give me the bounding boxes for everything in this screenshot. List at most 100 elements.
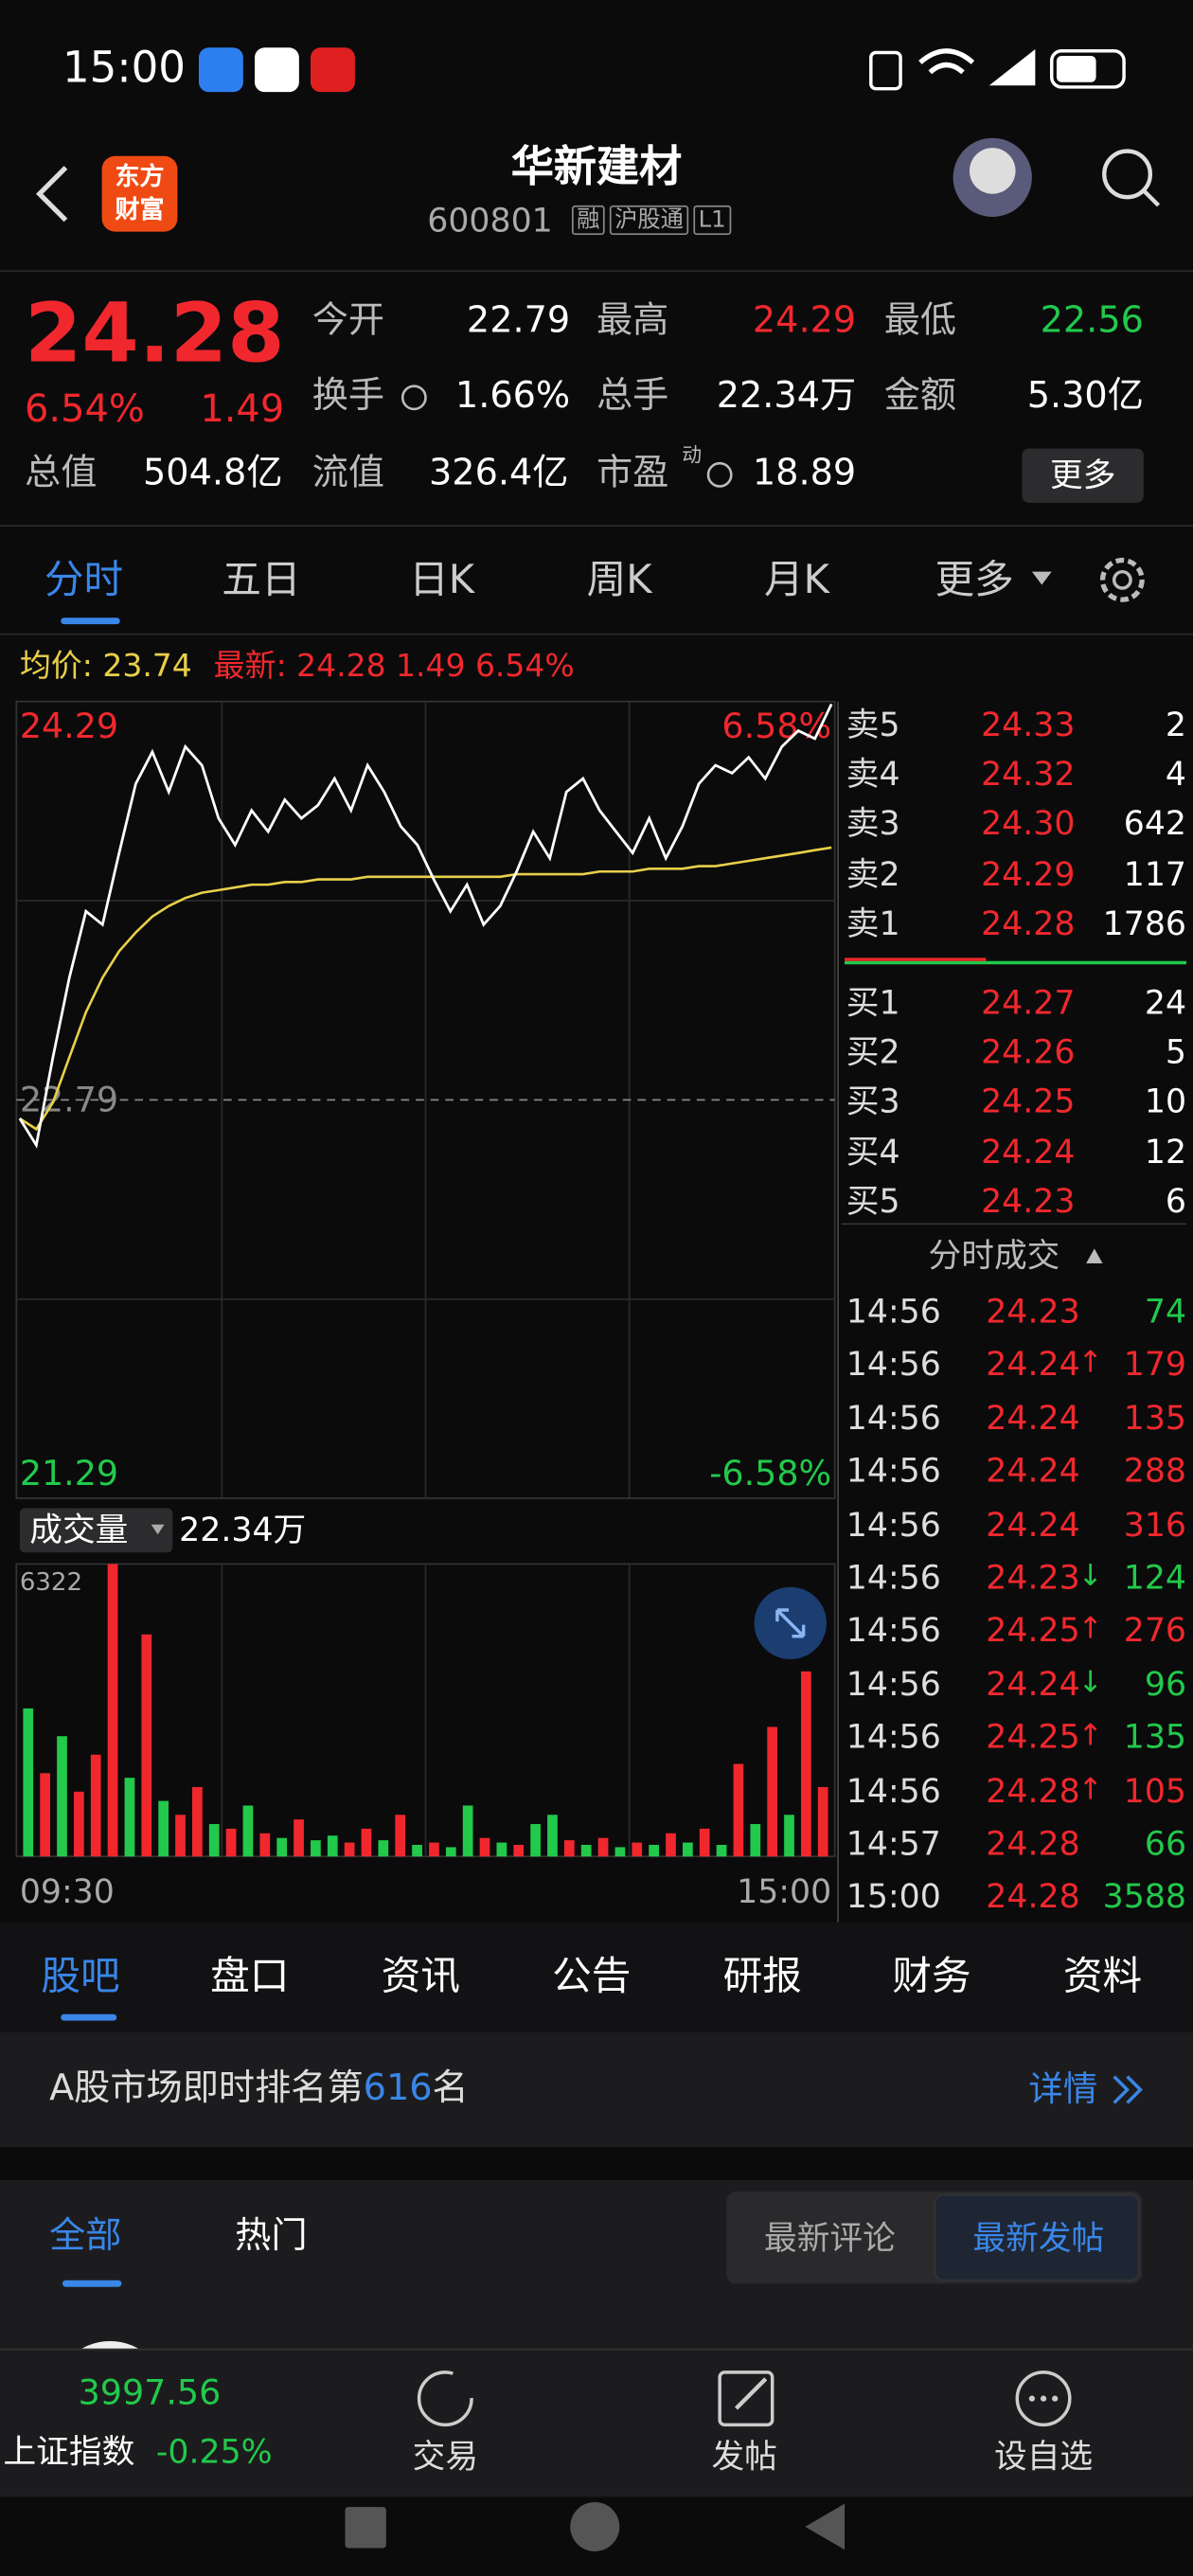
section-tab[interactable]: 资料 <box>1062 1953 1143 2000</box>
action-label[interactable]: 设自选 <box>993 2436 1094 2477</box>
field-value: 22.34万 <box>716 376 857 418</box>
more-button[interactable]: 更多 <box>1049 455 1116 495</box>
nav-home[interactable] <box>570 2501 620 2551</box>
info-icon[interactable] <box>401 385 427 411</box>
trade-icon[interactable] <box>417 2370 473 2427</box>
field-sup: 动 <box>682 443 703 467</box>
volume-selector[interactable] <box>19 1508 173 1553</box>
chart-tab[interactable]: 分时 <box>44 557 124 603</box>
ask-volume: 117 <box>1123 853 1187 893</box>
watch-icon[interactable] <box>1015 2370 1072 2427</box>
price-line <box>18 703 833 1149</box>
volume-bar <box>597 1837 609 1857</box>
last-price: 24.28 <box>25 285 285 382</box>
section-tab[interactable]: 盘口 <box>210 1953 290 2000</box>
bid-price: 24.23 <box>981 1180 1076 1221</box>
stock-name: 华新建材 <box>510 142 683 192</box>
trade-volume: 288 <box>1123 1451 1187 1491</box>
section-tab[interactable]: 股吧 <box>41 1953 120 2000</box>
volume-title[interactable]: 成交量 <box>29 1510 129 1549</box>
ask-volume: 2 <box>1165 705 1187 744</box>
legend-latest: 最新: 24.28 1.49 6.54% <box>213 648 575 685</box>
index-value[interactable]: 3997.56 <box>78 2372 222 2413</box>
section-tab[interactable]: 资讯 <box>381 1953 460 2000</box>
volume-bar <box>208 1824 220 1857</box>
trade-arrow: ↓ <box>1077 1559 1103 1594</box>
bid-label: 买3 <box>846 1082 900 1121</box>
field-label: 总值 <box>25 453 98 495</box>
ask-label: 卖2 <box>846 853 900 893</box>
chart-tab[interactable]: 日K <box>409 557 475 603</box>
trade-time: 14:56 <box>846 1397 941 1438</box>
x-tick-label: 09:30 <box>19 1870 115 1911</box>
action-label[interactable]: 发帖 <box>711 2436 777 2477</box>
trade-price: 24.24 <box>986 1504 1080 1544</box>
signal <box>988 49 1036 86</box>
trade-volume: 96 <box>1144 1663 1187 1704</box>
section-tab[interactable]: 研报 <box>722 1953 802 2000</box>
bottom-bar-bg <box>0 2349 1193 2497</box>
chart-tab[interactable]: 更多 <box>935 557 1014 603</box>
trade-time: 14:56 <box>846 1291 941 1332</box>
logo <box>101 155 178 232</box>
field-value: 22.79 <box>466 300 571 342</box>
volume-bar <box>716 1845 727 1857</box>
trade-price: 24.25 <box>986 1610 1080 1651</box>
info-icon[interactable] <box>706 461 733 488</box>
action-label[interactable]: 交易 <box>412 2436 479 2477</box>
ask-price: 24.33 <box>981 705 1076 744</box>
volume-bar <box>225 1828 237 1857</box>
intraday-chart: 24.29 22.79 21.29 6.58% -6.58% 6322 <box>15 700 836 1858</box>
tab-underline <box>61 2013 117 2021</box>
volume-bar <box>412 1845 422 1857</box>
bid-volume: 5 <box>1165 1031 1187 1072</box>
volume-bar <box>294 1819 304 1857</box>
tabs-bg <box>0 1922 1193 2032</box>
chart-tab[interactable]: 五日 <box>222 557 301 603</box>
field-value: 5.30亿 <box>1026 376 1144 418</box>
volume-bar <box>124 1778 135 1857</box>
change: 1.49 <box>200 388 285 432</box>
badge: 沪股通 <box>609 205 689 236</box>
chart-tab[interactable]: 周K <box>586 557 652 603</box>
volume-bar <box>580 1845 592 1857</box>
volume-bar <box>513 1845 525 1857</box>
nav-recent[interactable] <box>345 2507 386 2549</box>
trade-volume: 3588 <box>1102 1876 1187 1917</box>
trade-volume: 316 <box>1123 1504 1187 1544</box>
post-icon[interactable] <box>718 2370 775 2427</box>
ask-label: 卖4 <box>846 754 900 795</box>
expand-icon <box>775 1608 806 1638</box>
bid-label: 买1 <box>846 982 900 1022</box>
trade-time: 14:56 <box>846 1504 941 1544</box>
sort-option[interactable]: 最新发帖 <box>972 2217 1105 2258</box>
field-label: 总手 <box>596 376 669 418</box>
wifi <box>918 48 975 75</box>
volume-bar <box>429 1842 439 1857</box>
section-tab[interactable]: 公告 <box>552 1953 632 2000</box>
nav-back[interactable] <box>805 2503 846 2550</box>
trade-volume: 74 <box>1144 1291 1187 1332</box>
chevron <box>1113 2075 1143 2104</box>
ranking: A股市场即时排名第616名 <box>49 2071 469 2107</box>
volume-bar <box>530 1824 541 1857</box>
sort-option[interactable]: 最新评论 <box>764 2217 896 2258</box>
field-value: 18.89 <box>752 453 857 495</box>
bid-label: 买4 <box>846 1131 900 1172</box>
search-icon[interactable] <box>1102 149 1153 200</box>
field-value: 24.29 <box>752 300 857 342</box>
nfc <box>869 50 902 91</box>
trades-title[interactable]: 分时成交 <box>928 1235 1060 1276</box>
feed-tab[interactable]: 全部 <box>49 2216 122 2258</box>
volume-bar <box>311 1840 321 1857</box>
volume-bar <box>57 1736 67 1857</box>
back-icon[interactable] <box>35 166 68 223</box>
ask-price: 24.32 <box>981 754 1076 795</box>
details-link[interactable]: 详情 <box>1028 2068 1098 2109</box>
bid-volume: 24 <box>1144 982 1187 1022</box>
feed-tab[interactable]: 热门 <box>235 2216 308 2258</box>
more-button-bg[interactable] <box>1022 448 1144 503</box>
chart-tab[interactable]: 月K <box>764 557 829 603</box>
section-tab[interactable]: 财务 <box>892 1953 971 2000</box>
settings-icon[interactable] <box>1099 557 1145 602</box>
